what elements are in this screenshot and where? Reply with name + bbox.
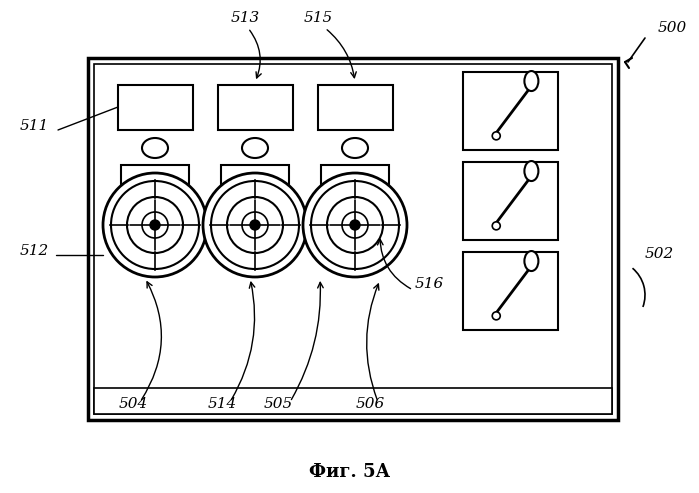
Text: 504: 504 (118, 397, 147, 411)
Text: 500: 500 (658, 21, 687, 35)
Bar (463, 72, 558, 150)
FancyArrowPatch shape (367, 284, 379, 399)
Bar (121, 165, 189, 185)
Circle shape (242, 212, 268, 238)
Circle shape (203, 173, 307, 277)
FancyArrowPatch shape (141, 282, 161, 400)
Circle shape (150, 220, 160, 230)
Circle shape (492, 312, 500, 320)
Ellipse shape (524, 251, 538, 271)
Text: 505: 505 (264, 397, 293, 411)
Text: Фиг. 5А: Фиг. 5А (309, 463, 390, 481)
Circle shape (127, 197, 183, 253)
Text: 515: 515 (303, 11, 333, 25)
Circle shape (103, 173, 207, 277)
Bar (94, 388, 612, 414)
Bar (88, 58, 618, 420)
Bar (463, 162, 558, 240)
Circle shape (211, 181, 299, 269)
Ellipse shape (242, 138, 268, 158)
Bar (318, 85, 393, 130)
Circle shape (111, 181, 199, 269)
Text: 513: 513 (231, 11, 259, 25)
Circle shape (227, 197, 283, 253)
Bar (218, 85, 293, 130)
Circle shape (142, 212, 168, 238)
Circle shape (250, 220, 260, 230)
FancyArrowPatch shape (291, 282, 323, 400)
Text: 506: 506 (355, 397, 384, 411)
Circle shape (311, 181, 399, 269)
Circle shape (303, 173, 407, 277)
FancyArrowPatch shape (327, 30, 356, 78)
Circle shape (492, 222, 500, 230)
Circle shape (350, 220, 360, 230)
Text: 511: 511 (20, 119, 49, 133)
FancyArrowPatch shape (250, 30, 261, 78)
Ellipse shape (524, 71, 538, 91)
Bar (221, 165, 289, 185)
Circle shape (492, 132, 500, 140)
Circle shape (327, 197, 383, 253)
Bar (118, 85, 193, 130)
Bar (94, 64, 612, 414)
Bar (463, 252, 558, 330)
Ellipse shape (524, 161, 538, 181)
FancyArrowPatch shape (231, 282, 254, 400)
Text: 502: 502 (645, 247, 675, 261)
Bar (321, 165, 389, 185)
FancyArrowPatch shape (377, 239, 410, 288)
Circle shape (342, 212, 368, 238)
Text: 512: 512 (20, 244, 49, 258)
Text: 514: 514 (208, 397, 237, 411)
Ellipse shape (342, 138, 368, 158)
Text: 516: 516 (415, 277, 445, 291)
Ellipse shape (142, 138, 168, 158)
